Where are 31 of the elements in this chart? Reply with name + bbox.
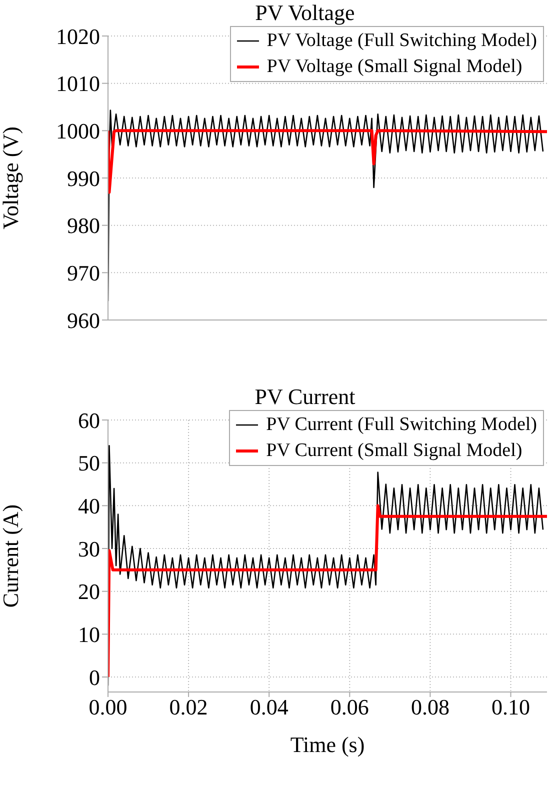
chart-title: PV Voltage: [254, 0, 356, 25]
y-tick-label: 60: [78, 408, 100, 433]
y-tick-label: 990: [67, 166, 100, 191]
y-tick-label: 1000: [56, 118, 100, 144]
y-tick-label: 40: [78, 493, 100, 518]
chart-title: PV Current: [254, 384, 356, 409]
x-tick-label: 0.08: [410, 694, 450, 720]
y-tick-label: 30: [78, 536, 100, 562]
y-tick-label: 10: [78, 622, 100, 647]
x-tick-label: 0.02: [169, 694, 208, 720]
legend-label: PV Current (Full Switching Model): [266, 414, 537, 436]
y-tick-label: 960: [67, 308, 100, 333]
legend-label: PV Voltage (Full Switching Model): [266, 30, 537, 52]
y-tick-label: 50: [78, 450, 100, 476]
legend-label: PV Voltage (Small Signal Model): [266, 56, 522, 78]
y-axis-title: Current (A): [0, 504, 23, 608]
y-tick-label: 1020: [56, 24, 100, 49]
x-tick-label: 0.10: [492, 694, 530, 720]
legend-label: PV Current (Small Signal Model): [266, 440, 522, 462]
y-tick-label: 980: [67, 213, 100, 238]
x-tick-label: 0.06: [330, 694, 369, 720]
line-series: [108, 504, 547, 679]
x-tick-label: 0.04: [250, 694, 288, 720]
x-axis-title: Time (s): [290, 732, 365, 757]
y-tick-label: 1010: [56, 71, 100, 96]
y-tick-label: 20: [78, 579, 100, 604]
x-tick-label: 0.00: [88, 694, 128, 720]
y-tick-label: 0: [89, 664, 100, 690]
line-series: [108, 129, 547, 194]
y-tick-label: 970: [67, 260, 100, 286]
y-axis-title: Voltage (V): [0, 126, 23, 230]
